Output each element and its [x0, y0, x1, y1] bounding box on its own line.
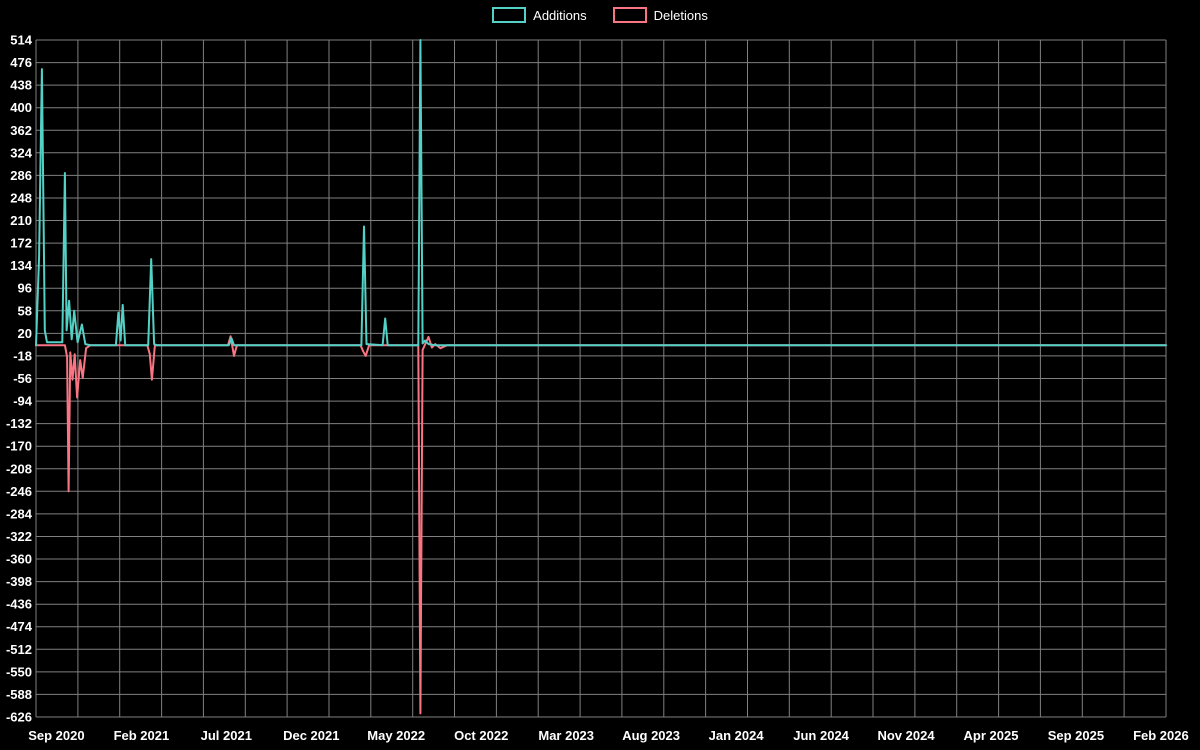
- y-tick-label: 514: [10, 33, 32, 48]
- y-tick-label: -588: [6, 687, 32, 702]
- y-tick-label: -284: [6, 506, 33, 521]
- y-tick-label: 476: [10, 55, 32, 70]
- y-tick-label: 134: [10, 258, 32, 273]
- y-tick-label: 400: [10, 100, 32, 115]
- x-tick-label: Dec 2021: [283, 728, 339, 743]
- y-tick-label: -18: [13, 348, 32, 363]
- y-tick-label: -170: [6, 439, 32, 454]
- y-tick-label: 58: [18, 303, 32, 318]
- x-tick-label: Mar 2023: [538, 728, 594, 743]
- legend-item-deletions[interactable]: Deletions: [612, 7, 708, 23]
- x-tick-label: Sep 2020: [28, 728, 84, 743]
- x-tick-label: May 2022: [367, 728, 425, 743]
- y-tick-label: 96: [18, 281, 32, 296]
- legend-item-additions[interactable]: Additions: [492, 7, 587, 23]
- deletions-line: [35, 335, 1167, 715]
- x-tick-label: Jun 2024: [793, 728, 849, 743]
- y-tick-label: 324: [10, 145, 32, 160]
- y-tick-label: -550: [6, 664, 32, 679]
- additions-legend-label: Additions: [533, 7, 587, 23]
- x-axis-labels: Sep 2020 Feb 2021 Jul 2021 Dec 2021 May 2022…: [28, 728, 1189, 743]
- y-tick-label: 20: [18, 326, 32, 341]
- x-tick-label: Jul 2021: [201, 728, 252, 743]
- x-tick-label: Nov 2024: [877, 728, 935, 743]
- x-tick-label: Jan 2024: [709, 728, 765, 743]
- y-tick-label: -246: [6, 484, 32, 499]
- x-tick-label: Feb 2021: [114, 728, 170, 743]
- x-tick-label: Feb 2026: [1133, 728, 1189, 743]
- x-tick-label: Aug 2023: [622, 728, 680, 743]
- x-tick-label: Oct 2022: [454, 728, 508, 743]
- grid-lines: [35, 39, 1167, 718]
- y-tick-label: -94: [13, 394, 33, 409]
- y-tick-label: -398: [6, 574, 32, 589]
- y-tick-label: 172: [10, 236, 32, 251]
- y-axis-labels: 514 476 438 400 362 324 286 248 210 172 134 96 58 20 -…: [6, 33, 33, 725]
- deletions-swatch: [612, 7, 647, 23]
- y-tick-label: -474: [6, 619, 33, 634]
- y-tick-label: 362: [10, 123, 32, 138]
- y-tick-label: -360: [6, 552, 32, 567]
- y-tick-label: -436: [6, 597, 32, 612]
- additions-swatch: [492, 7, 527, 23]
- y-tick-label: 248: [10, 191, 32, 206]
- chart-legend: Additions Deletions: [0, 7, 1200, 23]
- x-tick-label: Apr 2025: [964, 728, 1019, 743]
- y-tick-label: -626: [6, 710, 32, 725]
- y-tick-label: 210: [10, 213, 32, 228]
- y-tick-label: -208: [6, 461, 32, 476]
- y-tick-label: 438: [10, 78, 32, 93]
- y-tick-label: -322: [6, 529, 32, 544]
- y-tick-label: -512: [6, 642, 32, 657]
- y-tick-label: 286: [10, 168, 32, 183]
- x-tick-label: Sep 2025: [1048, 728, 1104, 743]
- y-tick-label: -132: [6, 416, 32, 431]
- deletions-legend-label: Deletions: [653, 7, 708, 23]
- additions-line: [35, 39, 1167, 347]
- y-tick-label: -56: [13, 371, 32, 386]
